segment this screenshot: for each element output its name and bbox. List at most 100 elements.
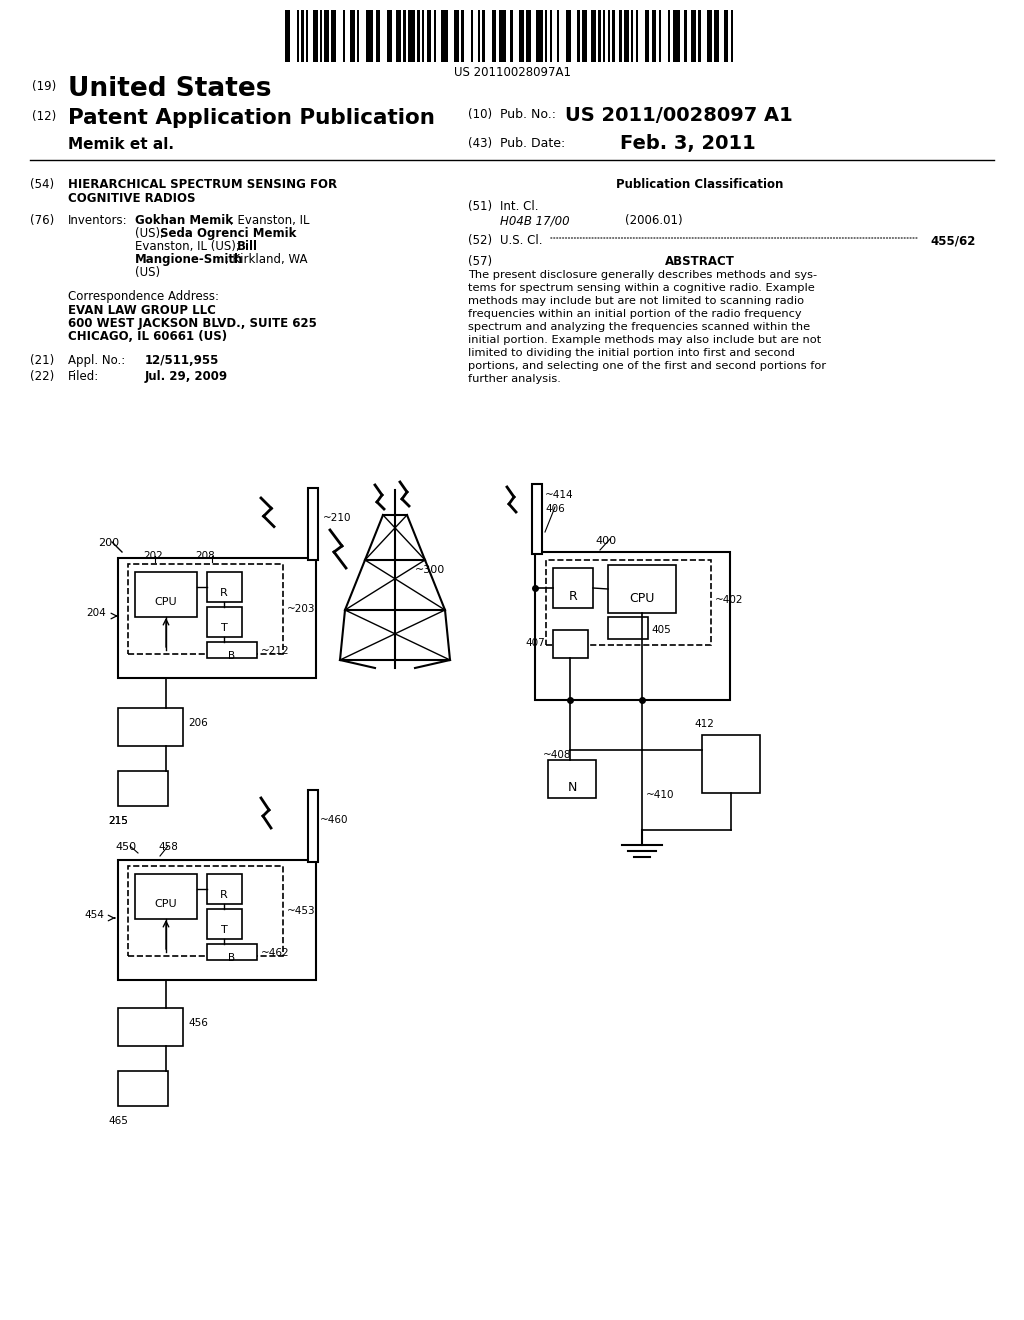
Text: Pub. Date:: Pub. Date: <box>500 137 565 150</box>
Text: Gokhan Memik: Gokhan Memik <box>135 214 233 227</box>
Text: 200: 200 <box>98 539 119 548</box>
Bar <box>427 11 431 62</box>
Text: Correspondence Address:: Correspondence Address: <box>68 290 219 304</box>
Bar <box>631 11 633 62</box>
Text: Filed:: Filed: <box>68 370 99 383</box>
Text: (52): (52) <box>468 234 493 247</box>
Text: ~453: ~453 <box>287 906 315 916</box>
Text: ~408: ~408 <box>543 750 571 760</box>
Text: frequencies within an initial portion of the radio frequency: frequencies within an initial portion of… <box>468 309 802 319</box>
Text: 412: 412 <box>694 719 714 729</box>
Text: ~210: ~210 <box>323 513 351 523</box>
Text: B: B <box>228 953 236 964</box>
Bar <box>135 572 197 616</box>
Bar <box>636 11 638 62</box>
Text: Int. Cl.: Int. Cl. <box>500 201 539 213</box>
Bar <box>566 11 570 62</box>
Text: U.S. Cl.: U.S. Cl. <box>500 234 543 247</box>
Text: ~300: ~300 <box>415 565 445 576</box>
Text: ABSTRACT: ABSTRACT <box>665 255 735 268</box>
Bar <box>620 11 622 62</box>
Text: ~402: ~402 <box>715 595 743 605</box>
Bar <box>367 11 373 62</box>
Bar <box>526 11 531 62</box>
Bar <box>492 11 497 62</box>
Bar <box>535 552 730 700</box>
Text: United States: United States <box>68 77 271 102</box>
Bar <box>118 1008 183 1045</box>
Bar <box>332 11 336 62</box>
Text: 12/511,955: 12/511,955 <box>145 354 219 367</box>
Bar <box>612 11 614 62</box>
Bar <box>285 11 290 62</box>
Text: US 2011/0028097 A1: US 2011/0028097 A1 <box>565 106 793 125</box>
Text: T: T <box>220 925 227 935</box>
Text: 208: 208 <box>195 550 215 561</box>
Bar <box>313 11 317 62</box>
Bar <box>308 488 318 560</box>
Text: (2006.01): (2006.01) <box>625 214 683 227</box>
Text: (10): (10) <box>468 108 493 121</box>
Text: Inventors:: Inventors: <box>68 214 128 227</box>
Bar <box>207 874 242 904</box>
Text: 215: 215 <box>108 816 128 826</box>
Text: Bill: Bill <box>237 240 258 253</box>
Bar <box>325 11 329 62</box>
Text: B: B <box>228 651 236 661</box>
Bar <box>135 874 197 919</box>
Text: ~410: ~410 <box>646 789 675 800</box>
Text: (57): (57) <box>468 255 493 268</box>
Bar <box>462 11 464 62</box>
Bar <box>702 735 760 793</box>
Bar <box>422 11 424 62</box>
Text: 206: 206 <box>188 718 208 729</box>
Text: 456: 456 <box>188 1018 208 1028</box>
Text: 406: 406 <box>545 504 565 513</box>
Text: (22): (22) <box>30 370 54 383</box>
Bar <box>207 909 242 939</box>
Text: (76): (76) <box>30 214 54 227</box>
Text: The present disclosure generally describes methods and sys-: The present disclosure generally describ… <box>468 271 817 280</box>
Text: further analysis.: further analysis. <box>468 374 561 384</box>
Text: Patent Application Publication: Patent Application Publication <box>68 108 435 128</box>
Bar <box>553 630 588 657</box>
Text: Mangione-Smith: Mangione-Smith <box>135 253 244 267</box>
Text: CHICAGO, IL 60661 (US): CHICAGO, IL 60661 (US) <box>68 330 227 343</box>
Text: Seda Ogrenci Memik: Seda Ogrenci Memik <box>160 227 296 240</box>
Bar <box>536 11 543 62</box>
Text: 454: 454 <box>84 909 103 920</box>
Text: HIERARCHICAL SPECTRUM SENSING FOR: HIERARCHICAL SPECTRUM SENSING FOR <box>68 178 337 191</box>
Bar <box>582 11 587 62</box>
Text: 215: 215 <box>108 816 128 826</box>
Bar <box>440 11 447 62</box>
Bar <box>546 560 711 645</box>
Text: ~212: ~212 <box>261 645 290 656</box>
Text: (12): (12) <box>32 110 56 123</box>
Bar <box>128 564 283 653</box>
Text: Evanston, IL (US);: Evanston, IL (US); <box>135 240 244 253</box>
Text: , Evanston, IL: , Evanston, IL <box>230 214 309 227</box>
Text: Publication Classification: Publication Classification <box>616 178 783 191</box>
Bar <box>408 11 415 62</box>
Text: (US);: (US); <box>135 227 168 240</box>
Text: COGNITIVE RADIOS: COGNITIVE RADIOS <box>68 191 196 205</box>
Bar <box>708 11 712 62</box>
Text: CPU: CPU <box>630 591 654 605</box>
Bar <box>652 11 656 62</box>
Bar <box>207 572 242 602</box>
Text: R: R <box>220 587 228 598</box>
Text: (51): (51) <box>468 201 493 213</box>
Bar <box>350 11 354 62</box>
Bar <box>624 11 629 62</box>
Text: , Kirkland, WA: , Kirkland, WA <box>225 253 307 267</box>
Text: tems for spectrum sensing within a cognitive radio. Example: tems for spectrum sensing within a cogni… <box>468 282 815 293</box>
Text: ~462: ~462 <box>261 948 290 958</box>
Bar <box>118 708 183 746</box>
Text: 450: 450 <box>115 842 136 851</box>
Bar <box>607 11 610 62</box>
Text: methods may include but are not limited to scanning radio: methods may include but are not limited … <box>468 296 804 306</box>
Text: CPU: CPU <box>155 899 177 909</box>
Text: 204: 204 <box>86 609 105 618</box>
Text: R: R <box>568 590 578 603</box>
Bar <box>684 11 687 62</box>
